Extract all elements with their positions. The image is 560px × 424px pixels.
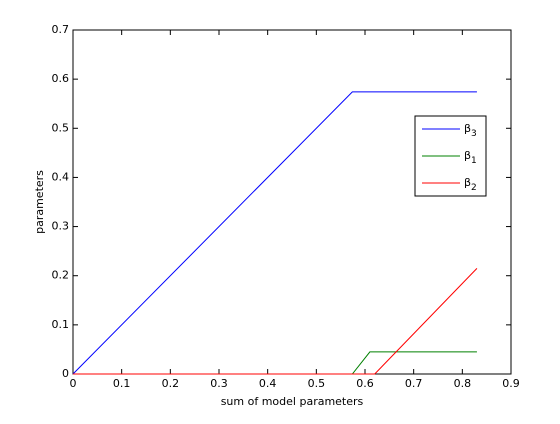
y-tick-label: 0.2 bbox=[52, 269, 70, 282]
x-tick-label: 0.8 bbox=[454, 377, 472, 390]
y-tick-label: 0.1 bbox=[52, 318, 70, 331]
y-tick-label: 0.7 bbox=[52, 23, 70, 36]
y-tick-label: 0.6 bbox=[52, 72, 70, 85]
legend-label: β2 bbox=[464, 176, 477, 193]
y-axis-label: parameters bbox=[33, 170, 46, 234]
x-tick-label: 0.4 bbox=[259, 377, 277, 390]
x-tick-label: 0.7 bbox=[405, 377, 423, 390]
x-tick-label: 0 bbox=[70, 377, 77, 390]
y-tick-label: 0 bbox=[62, 367, 69, 380]
x-tick-label: 0.6 bbox=[356, 377, 374, 390]
series-line bbox=[73, 267, 478, 375]
x-tick-label: 0.5 bbox=[308, 377, 326, 390]
x-axis-label: sum of model parameters bbox=[221, 395, 364, 408]
series-line bbox=[72, 91, 477, 375]
x-tick-label: 0.1 bbox=[113, 377, 131, 390]
plot-area bbox=[72, 29, 512, 375]
legend-label: β3 bbox=[464, 122, 477, 139]
x-tick-label: 0.2 bbox=[162, 377, 180, 390]
x-tick-label: 0.9 bbox=[502, 377, 520, 390]
x-tick-label: 0.3 bbox=[210, 377, 228, 390]
y-tick-label: 0.4 bbox=[52, 170, 70, 183]
y-tick-label: 0.5 bbox=[52, 121, 70, 134]
y-tick-label: 0.3 bbox=[52, 220, 70, 233]
legend-label: β1 bbox=[464, 149, 477, 166]
